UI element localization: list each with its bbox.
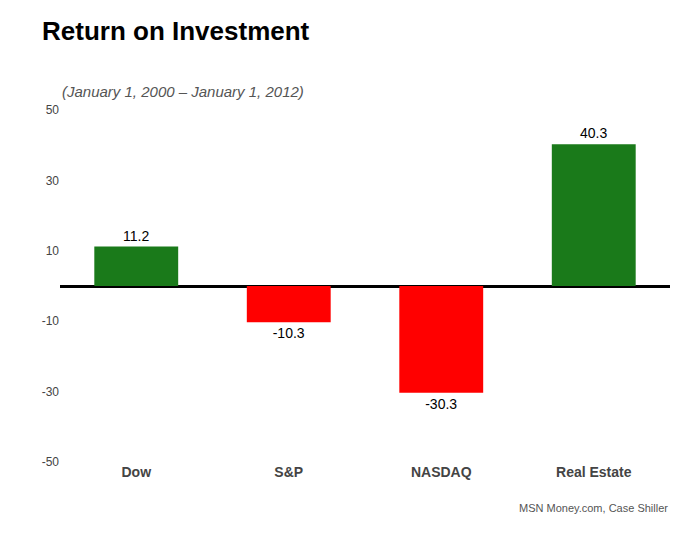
svg-text:-50: -50 bbox=[42, 455, 60, 469]
svg-text:Dow: Dow bbox=[121, 464, 151, 480]
svg-text:MSN Money.com, Case Shiller: MSN Money.com, Case Shiller bbox=[519, 502, 668, 514]
svg-text:Return on Investment: Return on Investment bbox=[42, 16, 310, 46]
svg-text:50: 50 bbox=[46, 103, 60, 117]
svg-text:11.2: 11.2 bbox=[123, 228, 149, 244]
svg-text:-10.3: -10.3 bbox=[273, 325, 305, 341]
svg-text:(January 1, 2000 – January 1,: (January 1, 2000 – January 1, 2012) bbox=[62, 83, 304, 100]
svg-text:S&P: S&P bbox=[274, 464, 303, 480]
svg-text:40.3: 40.3 bbox=[580, 125, 607, 141]
svg-text:Real Estate: Real Estate bbox=[556, 464, 632, 480]
svg-text:10: 10 bbox=[46, 244, 60, 258]
svg-text:-10: -10 bbox=[42, 314, 60, 328]
svg-text:NASDAQ: NASDAQ bbox=[411, 464, 472, 480]
svg-text:-30.3: -30.3 bbox=[425, 396, 457, 412]
svg-text:-30: -30 bbox=[42, 385, 60, 399]
svg-text:30: 30 bbox=[46, 174, 60, 188]
